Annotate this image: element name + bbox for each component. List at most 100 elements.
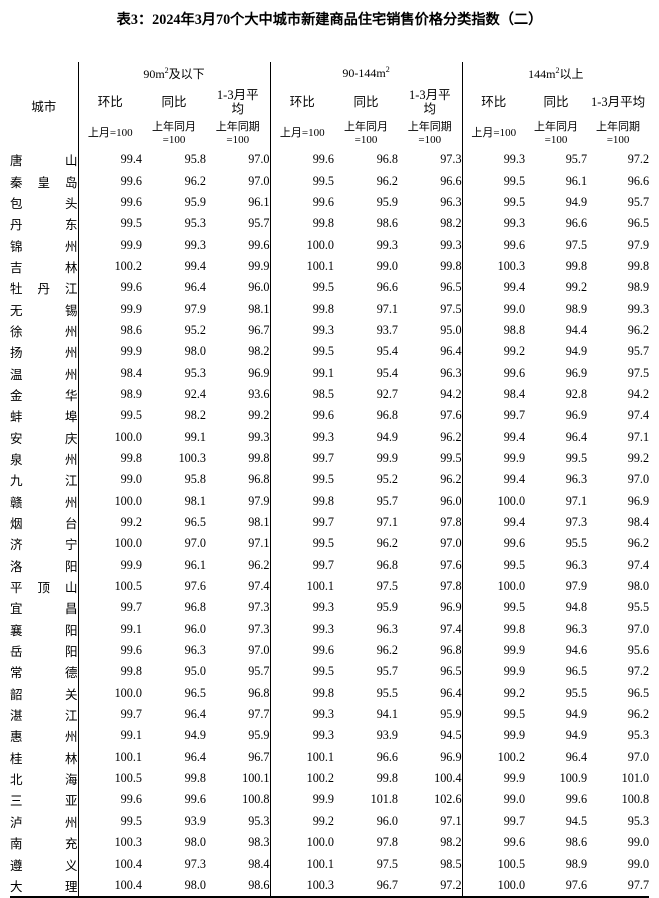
header-measure-avg-2: 1-3月平均 [408, 87, 451, 116]
value-cell: 99.1 [184, 429, 206, 444]
value-cell: 97.9 [184, 301, 206, 316]
value-cell: 98.5 [269, 383, 335, 406]
table-row: 吉林 100.2 99.4 99.9 100.1 99.0 99.8 100.3 99.8 99.… [10, 255, 649, 278]
value-cell: 96.9 [440, 600, 462, 615]
city-name-cell: 丹东 [10, 213, 78, 234]
value-cell: 95.9 [184, 194, 206, 209]
value-cell: 99.3 [461, 213, 526, 235]
table-row: 韶关 100.0 96.5 96.8 99.8 95.5 96.4 99.2 95.5 96.5 [10, 682, 650, 704]
table-row: 济宁 100.0 97.0 97.1 99.5 96.2 97.0 99.6 95.5 96.2 [10, 533, 650, 555]
value-cell: 95.0 [184, 664, 206, 679]
value-cell: 97.1 [440, 813, 462, 828]
value-cell: 99.6 [269, 639, 335, 662]
city-name: 温州 [10, 367, 78, 382]
value-cell: 97.3 [248, 600, 270, 615]
value-cell: 97.3 [184, 856, 206, 871]
value-cell: 97.5 [440, 301, 462, 316]
value-cell: 96.5 [627, 685, 650, 700]
value-cell: 99.9 [461, 639, 526, 662]
city-name: 唐山 [10, 154, 78, 169]
city-name-cell: 无锡 [10, 298, 78, 319]
value-cell: 99.5 [461, 170, 526, 192]
sup-2-b: 2 [385, 65, 390, 74]
city-name: 安庆 [10, 431, 78, 446]
value-cell: 99.9 [77, 341, 142, 363]
value-cell: 99.6 [269, 191, 335, 214]
value-cell: 96.9 [440, 749, 462, 764]
value-cell: 98.3 [248, 835, 270, 850]
table-row: 大理 100.4 98.0 98.6 100.3 96.7 97.2 100.0 97.6 97.… [10, 874, 650, 898]
value-cell: 95.7 [248, 216, 270, 231]
sup-2-c: 2 [555, 66, 560, 75]
value-cell: 95.8 [184, 152, 206, 167]
value-cell: 98.6 [376, 216, 399, 231]
value-cell: 100.2 [269, 767, 335, 790]
value-cell: 99.5 [77, 213, 142, 235]
value-cell: 97.6 [440, 557, 462, 572]
header-group-90-144: 90-144m2 [269, 62, 463, 85]
value-cell: 99.0 [627, 856, 650, 871]
value-cell: 97.2 [627, 664, 650, 679]
value-cell: 92.4 [184, 386, 206, 401]
value-cell: 99.2 [627, 450, 650, 465]
value-cell: 95.3 [184, 365, 206, 380]
table-row: 牡丹江 99.6 96.4 96.0 99.5 96.6 96.5 99.4 99.2 98.9 [10, 277, 649, 299]
table-row: 烟台 99.2 96.5 98.1 99.7 97.1 97.8 99.4 97.3 98.4 [10, 511, 649, 534]
city-name: 九江 [10, 474, 78, 489]
value-cell: 100.0 [77, 682, 142, 704]
value-cell: 96.8 [184, 600, 206, 615]
page-root: 表3：2024年3月70个大中城市新建商品住宅销售价格分类指数（二） 城市 90… [10, 12, 650, 898]
value-cell: 99.8 [269, 682, 335, 704]
value-cell: 99.6 [77, 191, 142, 214]
city-name-cell: 遵义 [10, 853, 78, 874]
value-cell: 100.8 [621, 792, 650, 807]
value-cell: 99.6 [77, 789, 142, 811]
value-cell: 94.2 [440, 386, 462, 401]
value-cell: 99.0 [461, 789, 526, 811]
value-cell: 96.2 [248, 557, 270, 572]
value-cell: 95.3 [248, 813, 270, 828]
value-cell: 98.2 [248, 344, 270, 359]
value-cell: 99.1 [77, 618, 142, 640]
table-row: 温州 98.4 95.3 96.9 99.1 95.4 96.3 99.6 96.9 97.5 [10, 362, 649, 384]
table-row: 安庆 100.0 99.1 99.3 99.3 94.9 96.2 99.4 96.4 97.1 [10, 426, 649, 448]
value-cell: 100.5 [77, 575, 142, 598]
table-row: 北海 100.5 99.8 100.1 100.2 99.8 100.4 99.9 100.9 1… [10, 767, 649, 790]
table-row: 宜昌 99.7 96.8 97.3 99.3 95.9 96.9 99.5 94.8 95.5 [10, 597, 649, 619]
value-cell: 99.2 [269, 810, 335, 832]
value-cell: 96.2 [627, 536, 650, 551]
value-cell: 100.0 [269, 832, 335, 854]
city-name: 包头 [10, 196, 78, 211]
value-cell: 97.9 [248, 493, 270, 508]
value-cell: 92.8 [565, 386, 588, 401]
city-name: 常德 [10, 666, 78, 681]
value-cell: 97.4 [440, 621, 462, 636]
city-name: 桂林 [10, 751, 78, 766]
city-name-cell: 常德 [10, 661, 78, 682]
value-cell: 92.7 [376, 386, 399, 401]
value-cell: 100.4 [77, 874, 142, 898]
city-name-cell: 九江 [10, 469, 78, 490]
value-cell: 94.9 [184, 728, 206, 743]
value-cell: 98.5 [440, 856, 462, 871]
value-cell: 99.8 [269, 213, 335, 235]
value-cell: 94.2 [627, 386, 650, 401]
value-cell: 99.4 [77, 149, 142, 171]
value-cell: 97.0 [248, 173, 270, 188]
value-cell: 96.8 [376, 408, 399, 423]
value-cell: 95.9 [440, 707, 462, 722]
value-cell: 100.1 [269, 575, 335, 598]
value-cell: 95.7 [627, 344, 650, 359]
value-cell: 96.3 [184, 643, 206, 658]
value-cell: 99.3 [269, 319, 335, 342]
value-cell: 100.3 [77, 832, 142, 854]
city-name: 赣州 [10, 495, 78, 510]
table-row: 秦皇岛 99.6 96.2 97.0 99.5 96.2 96.6 99.5 96.1 96.6 [10, 170, 649, 192]
value-cell: 99.3 [269, 618, 335, 640]
value-cell: 96.0 [248, 280, 270, 295]
value-cell: 100.5 [77, 767, 142, 790]
value-cell: 99.7 [461, 405, 526, 427]
value-cell: 100.2 [77, 255, 142, 278]
value-cell: 100.1 [242, 771, 270, 786]
header-base-mom-1: 上月=100 [77, 118, 142, 149]
